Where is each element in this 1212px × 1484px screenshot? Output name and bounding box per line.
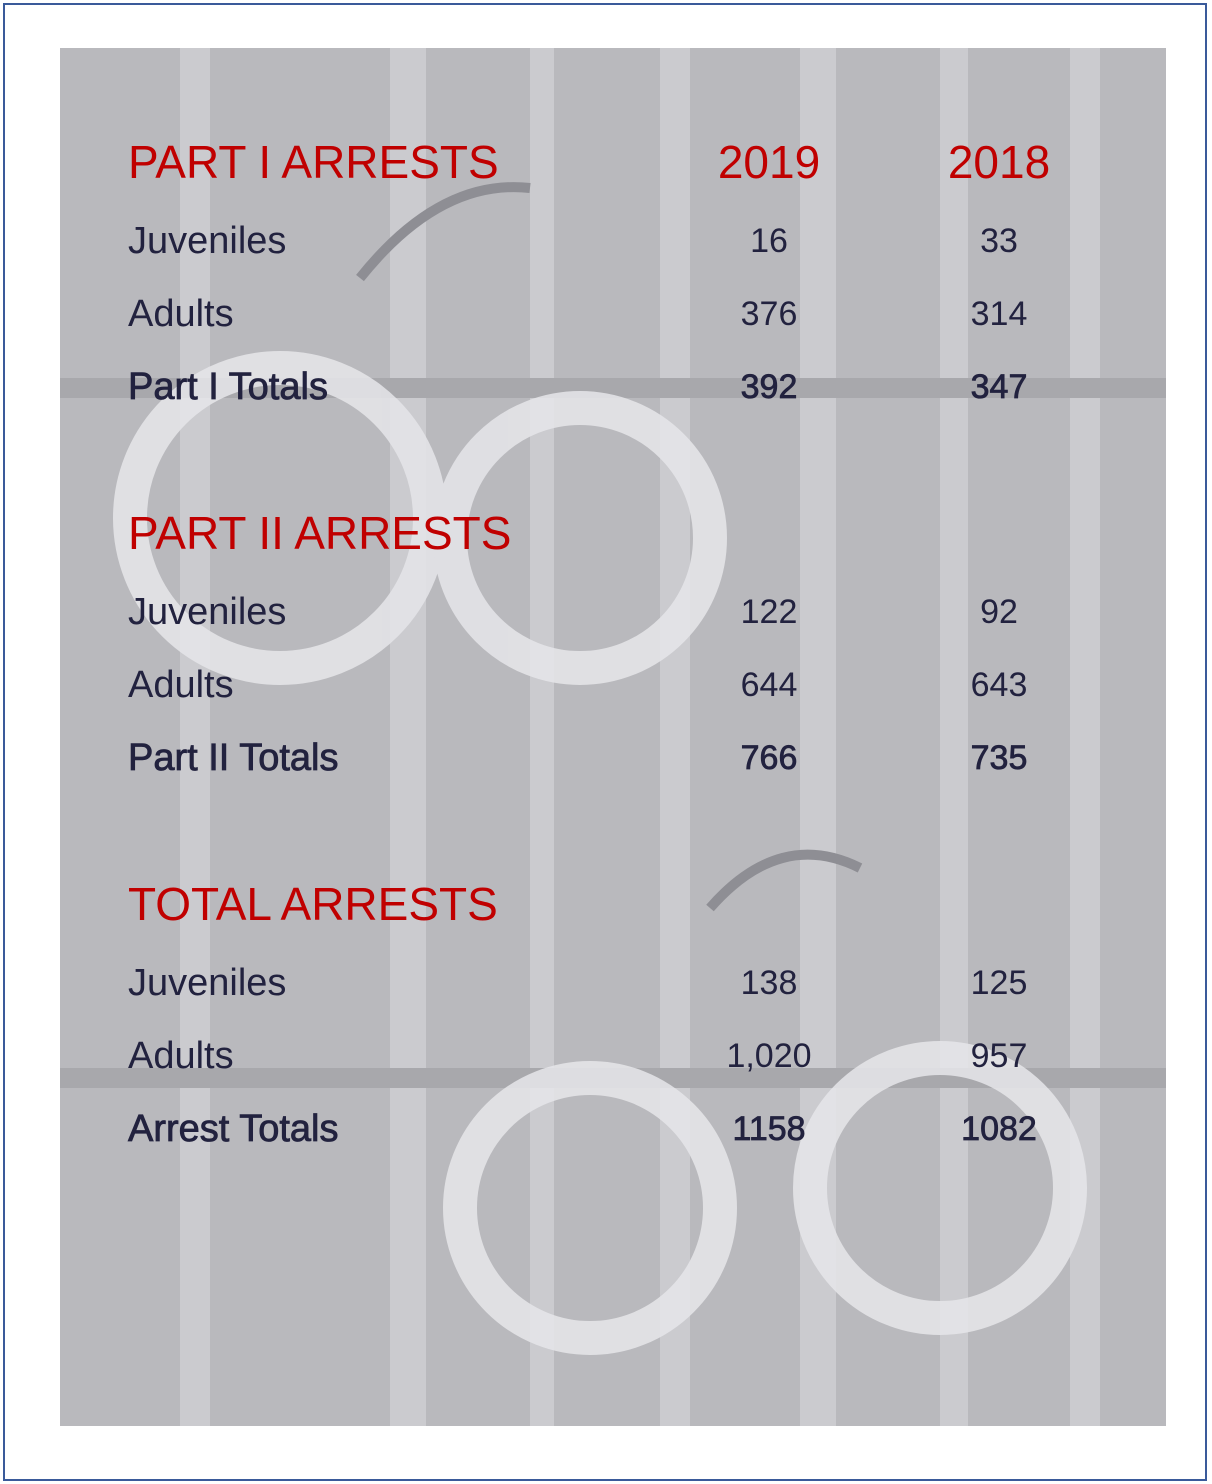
row-label: Adults (128, 664, 234, 706)
row-label: Juveniles (128, 220, 287, 262)
cell-value: 644 (740, 666, 798, 704)
cell-value: 735 (970, 739, 1028, 777)
row-label: Juveniles (128, 591, 287, 633)
row-label: Juveniles (128, 962, 287, 1004)
row-label: Adults (128, 1035, 234, 1077)
cell-value: 957 (970, 1037, 1028, 1075)
section-heading: PART I ARRESTS (128, 136, 499, 188)
cell-value: 1158 (732, 1110, 806, 1148)
section-heading: PART II ARRESTS (128, 507, 512, 559)
cell-value: 125 (970, 964, 1028, 1002)
cell-value: 376 (740, 295, 798, 333)
row-label: Part II Totals (128, 737, 339, 779)
cell-value: 122 (740, 593, 798, 631)
row-label: Adults (128, 293, 234, 335)
column-header: 2019 (717, 136, 821, 188)
row-label: Arrest Totals (128, 1108, 339, 1150)
cell-value: 92 (980, 593, 1018, 631)
cell-value: 33 (980, 222, 1018, 260)
cell-value: 1,020 (726, 1037, 812, 1075)
background-art (60, 48, 1166, 1426)
cell-value: 16 (750, 222, 788, 260)
cell-value: 1082 (961, 1110, 1037, 1148)
cell-value: 766 (740, 739, 798, 777)
page-border (3, 3, 1207, 1481)
cell-value: 392 (740, 368, 798, 406)
section-heading: TOTAL ARRESTS (128, 878, 498, 930)
table-panel (60, 48, 1166, 1426)
row-label: Part I Totals (128, 366, 329, 408)
column-header: 2018 (947, 136, 1051, 188)
cell-value: 643 (970, 666, 1028, 704)
cell-value: 314 (970, 295, 1028, 333)
cell-value: 347 (970, 368, 1028, 406)
cell-value: 138 (740, 964, 798, 1002)
